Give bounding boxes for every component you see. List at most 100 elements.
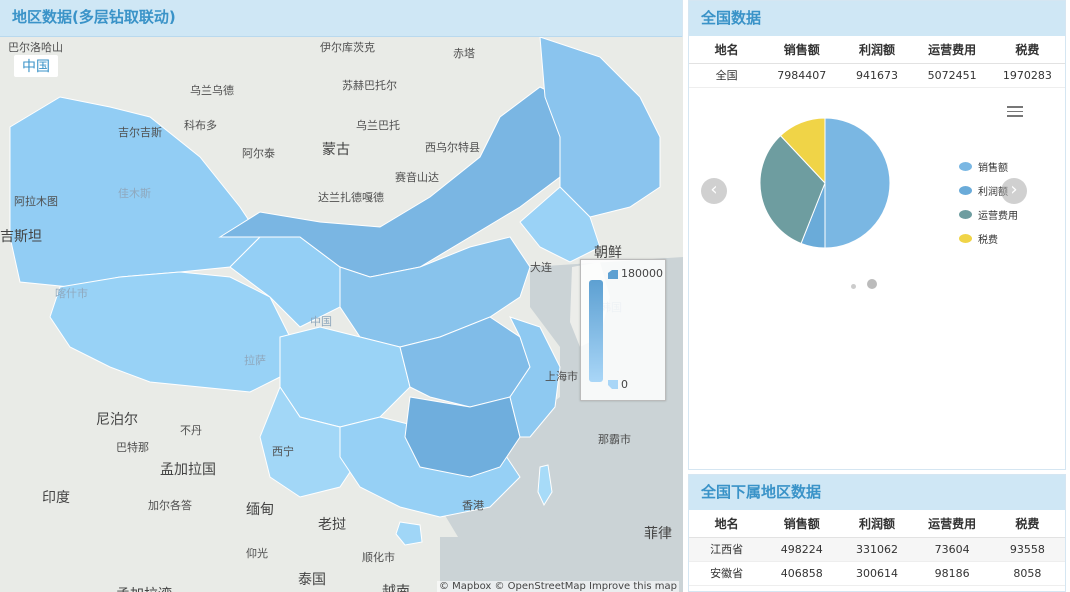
map-label: 达兰扎德嘎德 (318, 191, 384, 204)
map-svg[interactable] (0, 37, 683, 592)
map-label: 仰光 (246, 547, 268, 560)
legend-item[interactable]: 利润额 (959, 178, 1018, 202)
map-label: 蒙古 (322, 142, 350, 158)
legend-item[interactable]: 运营费用 (959, 202, 1018, 226)
national-table: 地名 销售额 利润额 运营费用 税费 全国 7984407 941673 507… (689, 36, 1065, 88)
map-label: 巴尔洛哈山 (8, 41, 63, 54)
legend-min-handle-icon[interactable] (607, 380, 619, 390)
column-header: 地名 (689, 36, 765, 64)
carousel-dot[interactable] (851, 284, 856, 289)
map-label: 孟加拉国 (160, 462, 216, 478)
map-label: 巴特那 (116, 441, 149, 454)
legend-label: 销售额 (978, 162, 1008, 174)
map-attribution[interactable]: © Mapbox © OpenStreetMap Improve this ma… (436, 581, 679, 592)
map-canvas[interactable]: 巴尔洛哈山 伊尔库茨克 赤塔 苏赫巴托尔 乌兰乌德 吉尔吉斯 科布多 乌兰巴托 … (0, 37, 683, 592)
pie-slice[interactable] (824, 117, 891, 249)
legend-item[interactable]: 销售额 (959, 154, 1018, 178)
legend-gradient-bar[interactable] (589, 280, 603, 382)
legend-min-label: 0 (621, 378, 628, 391)
map-label: 加尔各答 (148, 499, 192, 512)
table-cell: 300614 (839, 561, 915, 586)
table-row[interactable]: 安徽省 406858 300614 98186 8058 (689, 561, 1065, 586)
column-header: 税费 (989, 510, 1065, 538)
pie-slice[interactable] (759, 134, 826, 245)
map-label: 尼泊尔 (96, 412, 138, 428)
map-label: 老挝 (318, 517, 346, 533)
map-label: 乌兰巴托 (356, 119, 400, 132)
map-label: 伊尔库茨克 (320, 41, 375, 54)
map-label: 孟加拉湾 (116, 584, 172, 592)
table-cell: 全国 (689, 63, 765, 88)
map-label: 缅甸 (246, 502, 274, 518)
chart-menu-icon[interactable] (1007, 106, 1023, 118)
table-cell: 941673 (839, 63, 915, 88)
legend-label: 利润额 (978, 186, 1008, 198)
table-cell: 1970283 (989, 63, 1065, 88)
map-panel: 地区数据(多层钻取联动) (0, 0, 683, 592)
legend-item[interactable]: 税费 (959, 226, 1018, 250)
map-label: 上海市 (545, 370, 578, 383)
map-label: 泰国 (298, 572, 326, 588)
carousel-dots (851, 274, 878, 293)
map-label: 乌兰乌德 (190, 84, 234, 97)
pie-chart-area: 销售额 利润额 运营费用 税费 ‹ › (689, 96, 1065, 296)
table-row[interactable]: 全国 7984407 941673 5072451 1970283 (689, 63, 1065, 88)
legend-label: 税费 (978, 234, 998, 246)
map-label: 那霸市 (598, 433, 631, 446)
map-label: 香港 (462, 499, 484, 512)
map-label: 科布多 (184, 119, 217, 132)
table-cell: 498224 (764, 537, 840, 562)
map-label: 大连 (530, 261, 552, 274)
map-legend: 180000 0 (580, 259, 666, 401)
chevron-left-icon[interactable]: ‹ (701, 178, 727, 204)
legend-swatch (959, 233, 972, 243)
table-cell: 93558 (989, 537, 1065, 562)
table-row[interactable]: 江西省 498224 331062 73604 93558 (689, 537, 1065, 562)
map-label: 赛音山达 (395, 171, 439, 184)
region-breadcrumb[interactable]: 中国 (14, 55, 58, 77)
map-label: 朝鲜 (594, 245, 622, 261)
map-label: 拉萨 (244, 354, 266, 367)
table-cell: 7984407 (764, 63, 840, 88)
map-label: 菲律 (644, 526, 672, 542)
legend-max-label: 180000 (621, 267, 663, 280)
table-cell: 安徽省 (689, 561, 765, 586)
legend-label: 运营费用 (978, 210, 1018, 222)
column-header: 利润额 (839, 510, 915, 538)
table-cell: 98186 (914, 561, 990, 586)
column-header: 地名 (689, 510, 765, 538)
national-panel-title: 全国数据 (689, 1, 1065, 36)
pie-slice[interactable] (779, 117, 826, 185)
table-cell: 8058 (989, 561, 1065, 586)
legend-swatch (959, 185, 972, 195)
carousel-dot-active[interactable] (867, 279, 878, 289)
map-label: 阿尔泰 (242, 147, 275, 160)
map-label: 赤塔 (453, 47, 475, 60)
chevron-right-icon[interactable]: › (1001, 178, 1027, 204)
map-label: 不丹 (180, 424, 202, 437)
column-header: 运营费用 (914, 510, 990, 538)
map-label: 印度 (42, 490, 70, 506)
map-label: 吉斯坦 (0, 229, 42, 245)
table-header-row: 地名 销售额 利润额 运营费用 税费 (689, 36, 1065, 64)
pie-chart[interactable] (759, 112, 891, 254)
map-label: 阿拉木图 (14, 195, 58, 208)
national-data-panel: 全国数据 地名 销售额 利润额 运营费用 税费 全国 7984407 94167… (688, 0, 1066, 470)
map-label: 佳木斯 (118, 187, 151, 200)
column-header: 销售额 (764, 510, 840, 538)
map-label: 吉尔吉斯 (118, 126, 162, 139)
subregion-panel-title: 全国下属地区数据 (689, 475, 1065, 510)
table-cell: 73604 (914, 537, 990, 562)
subregion-table: 地名 销售额 利润额 运营费用 税费 江西省 498224 331062 736… (689, 510, 1065, 586)
map-label: 苏赫巴托尔 (342, 79, 397, 92)
table-cell: 406858 (764, 561, 840, 586)
column-header: 税费 (989, 36, 1065, 64)
table-cell: 331062 (839, 537, 915, 562)
column-header: 运营费用 (914, 36, 990, 64)
legend-max-handle-icon[interactable] (607, 270, 619, 280)
map-label: 喀什市 (55, 287, 88, 300)
pie-legend: 销售额 利润额 运营费用 税费 (959, 154, 1018, 250)
table-header-row: 地名 销售额 利润额 运营费用 税费 (689, 510, 1065, 538)
map-label: 越南 (382, 584, 410, 592)
map-panel-title: 地区数据(多层钻取联动) (0, 0, 682, 37)
